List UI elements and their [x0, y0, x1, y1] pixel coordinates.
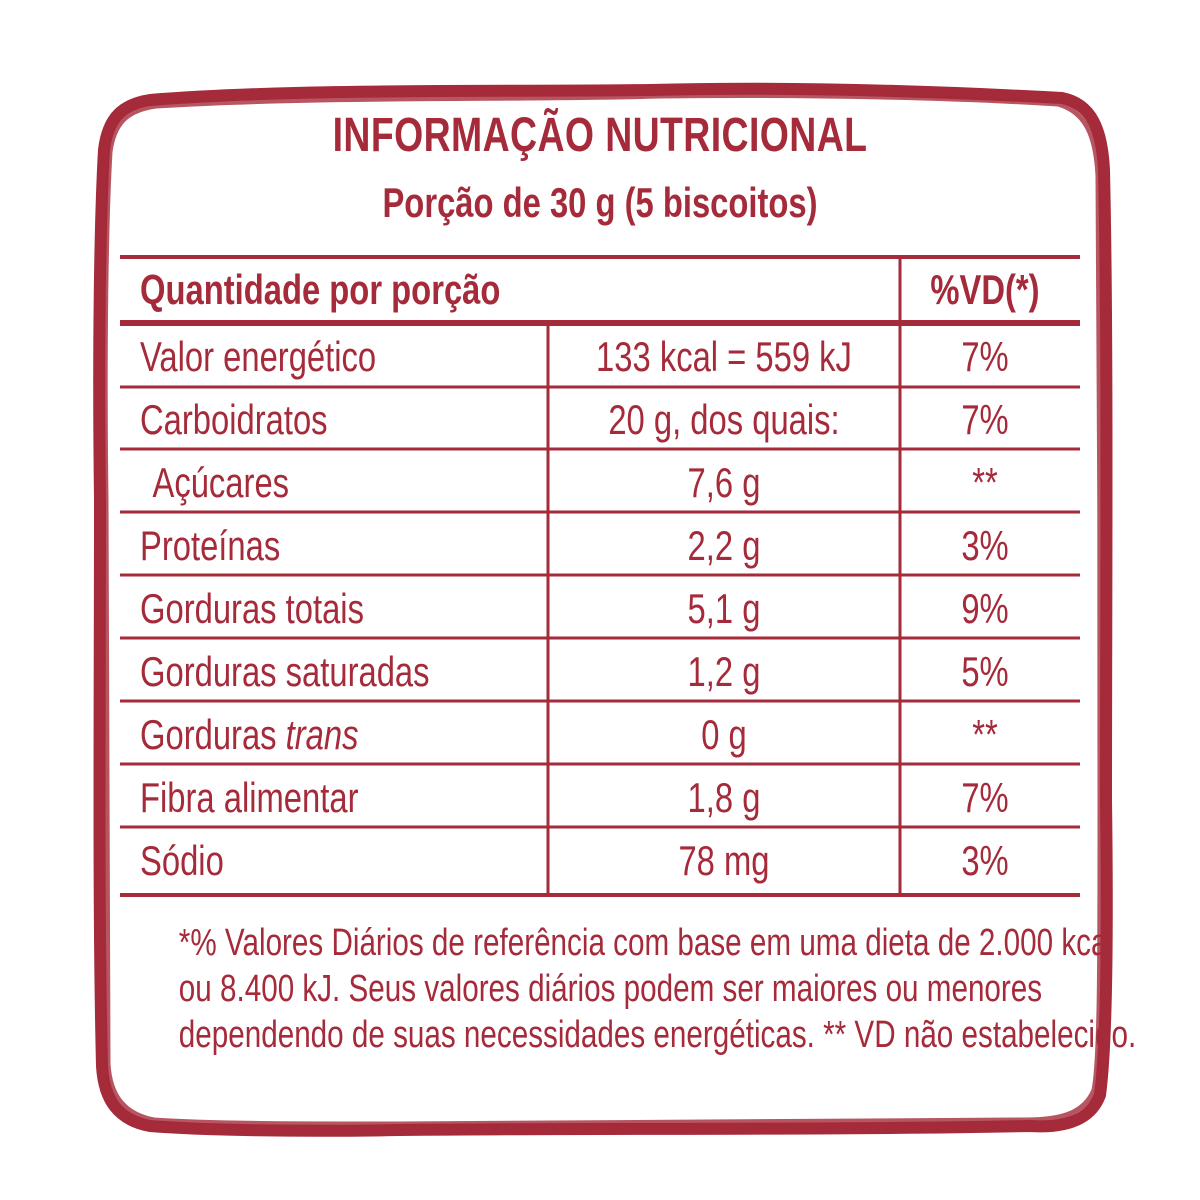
row-amount-trans-fat: 0 g [701, 711, 747, 758]
row-name-sodium: Sódio [140, 837, 224, 884]
row-dv-trans-fat: ** [972, 711, 998, 758]
row-name-carbs: Carboidratos [140, 396, 328, 443]
column-header-quantity: Quantidade por porção [140, 266, 501, 313]
row-name-saturated-fat: Gorduras saturadas [140, 648, 430, 695]
row-name-fiber: Fibra alimentar [140, 774, 359, 821]
row-name-sugars: Açúcares [152, 459, 290, 506]
label-title: INFORMAÇÃO NUTRICIONAL [332, 109, 868, 162]
row-name-total-fat: Gorduras totais [140, 585, 364, 632]
footnote-line-3: dependendo de suas necessidades energéti… [178, 1014, 1137, 1056]
footnote-line-1: *% Valores Diários de referência com bas… [178, 922, 1115, 964]
row-dv-energy: 7% [961, 333, 1009, 380]
footnote-line-2: ou 8.400 kJ. Seus valores diários podem … [178, 968, 1043, 1010]
row-name-energy: Valor energético [140, 333, 377, 380]
outer-border-rough [102, 92, 1103, 1127]
serving-size: Porção de 30 g (5 biscoitos) [382, 179, 818, 226]
trans-fat-prefix: Gorduras [140, 711, 286, 758]
row-name-proteins: Proteínas [140, 522, 281, 569]
outer-border [93, 82, 1113, 1137]
column-header-dv: %VD(*) [930, 266, 1040, 313]
row-dv-carbs: 7% [961, 396, 1009, 443]
row-dv-sugars: ** [972, 459, 998, 506]
row-amount-proteins: 2,2 g [687, 522, 761, 569]
row-dv-proteins: 3% [961, 522, 1009, 569]
trans-fat-italic: trans [285, 711, 359, 758]
row-amount-sodium: 78 mg [678, 837, 770, 884]
row-amount-carbs: 20 g, dos quais: [608, 396, 840, 443]
row-dv-saturated-fat: 5% [961, 648, 1009, 695]
footnote: *% Valores Diários de referência com bas… [178, 920, 1137, 1058]
row-amount-saturated-fat: 1,2 g [687, 648, 761, 695]
row-dv-total-fat: 9% [961, 585, 1009, 632]
row-amount-sugars: 7,6 g [687, 459, 761, 506]
row-amount-fiber: 1,8 g [687, 774, 761, 821]
row-dv-sodium: 3% [961, 837, 1009, 884]
row-amount-total-fat: 5,1 g [687, 585, 761, 632]
row-amount-energy: 133 kcal = 559 kJ [596, 333, 852, 380]
row-name-trans-fat: Gorduras trans [140, 710, 358, 760]
row-dv-fiber: 7% [961, 774, 1009, 821]
